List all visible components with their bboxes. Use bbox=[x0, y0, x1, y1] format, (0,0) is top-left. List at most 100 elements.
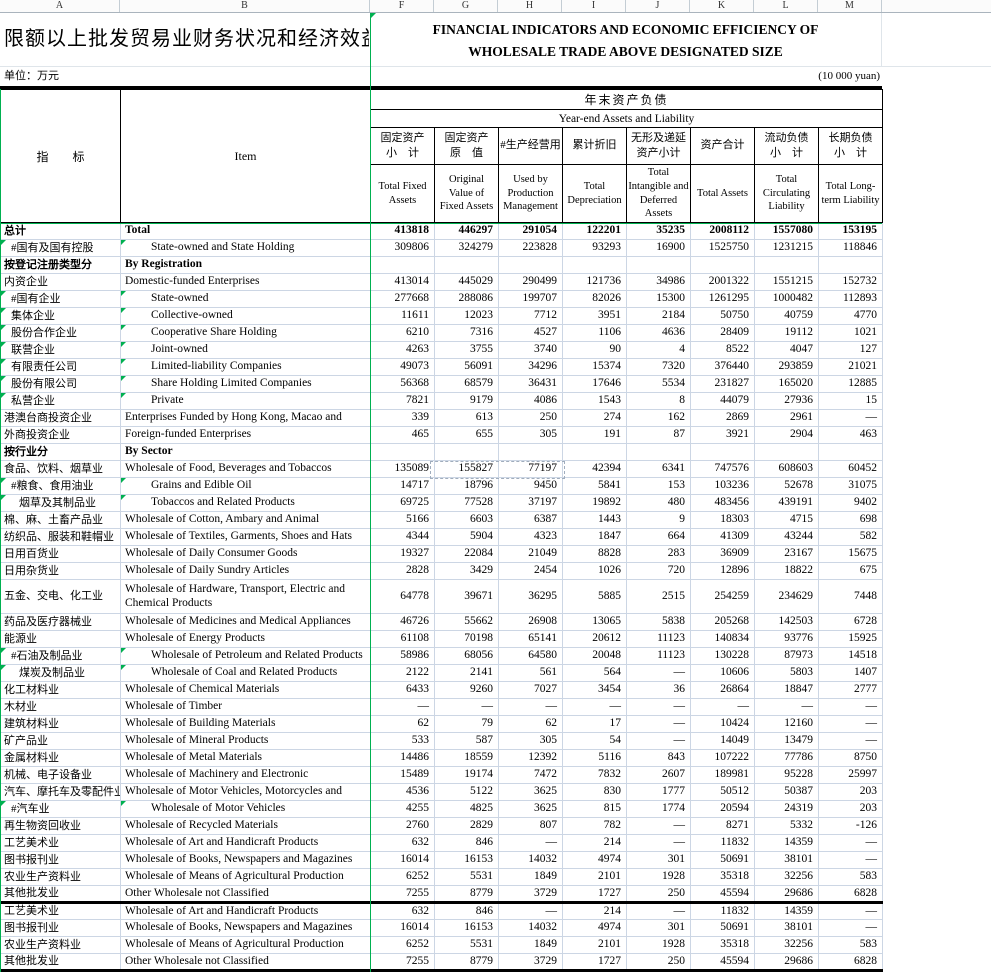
indicator-cell-en[interactable]: Grains and Edible Oil bbox=[120, 477, 371, 495]
indicator-cell-cn[interactable]: 按登记注册类型分 bbox=[0, 256, 121, 274]
value-cell[interactable]: 2001322 bbox=[690, 273, 755, 291]
value-cell[interactable]: 50691 bbox=[690, 919, 755, 937]
indicator-cell-cn[interactable]: 工艺美术业 bbox=[0, 902, 121, 920]
column-header-J[interactable]: J bbox=[626, 0, 690, 12]
value-cell[interactable]: 36431 bbox=[498, 375, 563, 393]
value-cell[interactable]: 56368 bbox=[370, 375, 435, 393]
value-cell[interactable]: 5122 bbox=[434, 783, 499, 801]
value-cell[interactable] bbox=[370, 443, 435, 461]
value-cell[interactable]: 2829 bbox=[434, 817, 499, 835]
col-header-en-3[interactable]: Total Depreciation bbox=[562, 164, 627, 223]
value-cell[interactable] bbox=[370, 256, 435, 274]
value-cell[interactable]: 846 bbox=[434, 834, 499, 852]
value-cell[interactable]: 152732 bbox=[817, 273, 884, 291]
value-cell[interactable]: 11832 bbox=[690, 834, 755, 852]
value-cell[interactable]: 14049 bbox=[690, 732, 755, 750]
value-cell[interactable] bbox=[562, 443, 627, 461]
value-cell[interactable]: 747576 bbox=[690, 460, 755, 478]
value-cell[interactable] bbox=[754, 256, 819, 274]
value-cell[interactable]: 1021 bbox=[817, 324, 884, 342]
indicator-header-cn[interactable]: 指 标 bbox=[0, 89, 121, 223]
value-cell[interactable]: 31075 bbox=[817, 477, 884, 495]
value-cell[interactable] bbox=[754, 443, 819, 461]
value-cell[interactable]: 49073 bbox=[370, 358, 435, 376]
value-cell[interactable]: 2122 bbox=[370, 664, 435, 682]
value-cell[interactable]: 15374 bbox=[562, 358, 627, 376]
value-cell[interactable]: — bbox=[626, 664, 691, 682]
value-cell[interactable]: 2607 bbox=[626, 766, 691, 784]
value-cell[interactable]: — bbox=[370, 698, 435, 716]
indicator-cell-en[interactable]: Private bbox=[120, 392, 371, 410]
value-cell[interactable]: 7832 bbox=[562, 766, 627, 784]
indicator-cell-cn[interactable]: #粮食、食用油业 bbox=[0, 477, 121, 495]
value-cell[interactable]: 27936 bbox=[754, 392, 819, 410]
indicator-cell-en[interactable]: Wholesale of Books, Newspapers and Magaz… bbox=[120, 851, 371, 869]
value-cell[interactable] bbox=[626, 443, 691, 461]
value-cell[interactable]: 7255 bbox=[370, 953, 435, 972]
value-cell[interactable]: 1727 bbox=[562, 885, 627, 904]
value-cell[interactable]: 36295 bbox=[498, 579, 563, 614]
value-cell[interactable]: 6387 bbox=[498, 511, 563, 529]
value-cell[interactable]: 9179 bbox=[434, 392, 499, 410]
value-cell[interactable]: 1543 bbox=[562, 392, 627, 410]
value-cell[interactable]: 54 bbox=[562, 732, 627, 750]
value-cell[interactable]: 561 bbox=[498, 664, 563, 682]
value-cell[interactable]: — bbox=[817, 732, 884, 750]
value-cell[interactable]: 1551215 bbox=[754, 273, 819, 291]
value-cell[interactable]: 135089 bbox=[370, 460, 435, 478]
value-cell[interactable]: 846 bbox=[434, 902, 499, 920]
indicator-cell-en[interactable]: Wholesale of Textiles, Garments, Shoes a… bbox=[120, 528, 371, 546]
value-cell[interactable]: — bbox=[817, 902, 884, 920]
value-cell[interactable]: — bbox=[498, 834, 563, 852]
value-cell[interactable]: 3429 bbox=[434, 562, 499, 580]
value-cell[interactable]: 15300 bbox=[626, 290, 691, 308]
value-cell[interactable]: 15 bbox=[817, 392, 884, 410]
value-cell[interactable]: 16153 bbox=[434, 919, 499, 937]
title-cell-english[interactable]: FINANCIAL INDICATORS AND ECONOMIC EFFICI… bbox=[370, 13, 882, 66]
value-cell[interactable]: 15489 bbox=[370, 766, 435, 784]
value-cell[interactable]: 7255 bbox=[370, 885, 435, 904]
value-cell[interactable]: 4047 bbox=[754, 341, 819, 359]
value-cell[interactable]: 19892 bbox=[562, 494, 627, 512]
indicator-cell-cn[interactable]: 联营企业 bbox=[0, 341, 121, 359]
value-cell[interactable]: 480 bbox=[626, 494, 691, 512]
indicator-cell-en[interactable]: By Sector bbox=[120, 443, 371, 461]
value-cell[interactable]: — bbox=[817, 834, 884, 852]
value-cell[interactable]: — bbox=[498, 902, 563, 920]
value-cell[interactable]: 632 bbox=[370, 834, 435, 852]
value-cell[interactable]: 720 bbox=[626, 562, 691, 580]
value-cell[interactable]: 582 bbox=[817, 528, 884, 546]
value-cell[interactable]: 16014 bbox=[370, 851, 435, 869]
value-cell[interactable]: — bbox=[817, 919, 884, 937]
value-cell[interactable]: 165020 bbox=[754, 375, 819, 393]
value-cell[interactable]: 8750 bbox=[817, 749, 884, 767]
value-cell[interactable]: 11123 bbox=[626, 647, 691, 665]
value-cell[interactable]: 42394 bbox=[562, 460, 627, 478]
value-cell[interactable]: 79 bbox=[434, 715, 499, 733]
col-header-en-2[interactable]: Used by Production Management bbox=[498, 164, 563, 223]
value-cell[interactable]: 45594 bbox=[690, 953, 755, 972]
value-cell[interactable]: 7712 bbox=[498, 307, 563, 325]
indicator-cell-en[interactable]: Wholesale of Art and Handicraft Products bbox=[120, 834, 371, 852]
value-cell[interactable]: 29686 bbox=[754, 885, 819, 904]
col-header-cn-7[interactable]: 长期负债 小 计 bbox=[817, 127, 884, 165]
value-cell[interactable]: — bbox=[817, 715, 884, 733]
value-cell[interactable]: 2101 bbox=[562, 868, 627, 886]
value-cell[interactable]: 90 bbox=[562, 341, 627, 359]
value-cell[interactable]: 60452 bbox=[817, 460, 884, 478]
col-header-en-6[interactable]: Total Circulating Liability bbox=[754, 164, 819, 223]
value-cell[interactable]: 35318 bbox=[690, 936, 755, 954]
value-cell[interactable]: 21049 bbox=[498, 545, 563, 563]
col-header-cn-4[interactable]: 无形及递延 资产小计 bbox=[626, 127, 691, 165]
indicator-cell-cn[interactable]: 汽车、摩托车及零配件业 bbox=[0, 783, 121, 801]
value-cell[interactable]: 8779 bbox=[434, 885, 499, 904]
indicator-cell-cn[interactable]: 港澳台商投资企业 bbox=[0, 409, 121, 427]
indicator-cell-en[interactable]: Wholesale of Hardware, Transport, Electr… bbox=[120, 579, 371, 614]
value-cell[interactable]: 6210 bbox=[370, 324, 435, 342]
indicator-cell-cn[interactable]: 再生物资回收业 bbox=[0, 817, 121, 835]
value-cell[interactable]: 107222 bbox=[690, 749, 755, 767]
unit-label-english[interactable]: (10 000 yuan) bbox=[818, 70, 880, 82]
indicator-cell-en[interactable]: Total bbox=[120, 222, 371, 240]
indicator-cell-en[interactable]: Wholesale of Timber bbox=[120, 698, 371, 716]
value-cell[interactable]: — bbox=[626, 902, 691, 920]
